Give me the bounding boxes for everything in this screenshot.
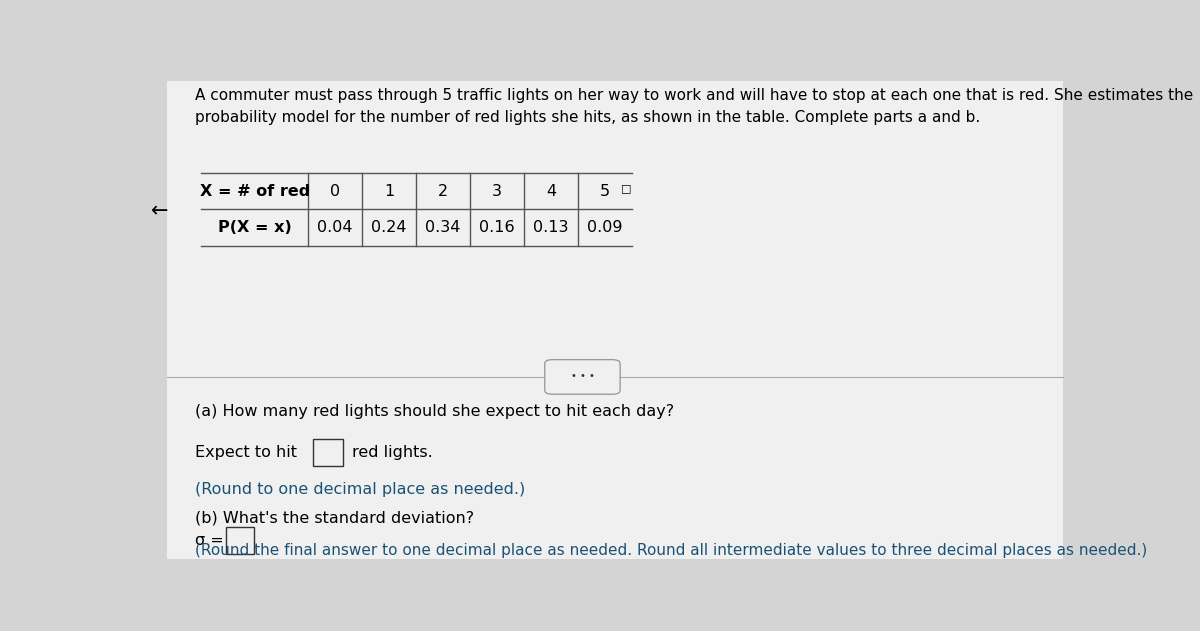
Text: 0.09: 0.09 [587,220,623,235]
Text: σ =: σ = [194,533,223,548]
Bar [313,439,342,466]
Text: 0.24: 0.24 [371,220,407,235]
Text: (b) What's the standard deviation?: (b) What's the standard deviation? [194,510,474,526]
Text: □: □ [620,183,631,193]
Text: 4: 4 [546,184,556,199]
Text: A commuter must pass through 5 traffic lights on her way to work and will have t: A commuter must pass through 5 traffic l… [194,88,1193,125]
Text: 0.34: 0.34 [425,220,461,235]
Text: (Round to one decimal place as needed.): (Round to one decimal place as needed.) [194,482,524,497]
Text: • • •: • • • [570,371,594,381]
Text: 1: 1 [384,184,394,199]
FancyBboxPatch shape [167,81,1063,559]
Text: 0.13: 0.13 [533,220,569,235]
Text: 0: 0 [330,184,340,199]
Text: (Round the final answer to one decimal place as needed. Round all intermediate v: (Round the final answer to one decimal p… [194,543,1147,558]
Text: 3: 3 [492,184,502,199]
Text: P(X = x): P(X = x) [217,220,292,235]
Text: 0.04: 0.04 [317,220,353,235]
Text: 5: 5 [600,184,610,199]
Bar [227,528,254,554]
Text: X = # of red: X = # of red [199,184,310,199]
Text: 0.16: 0.16 [479,220,515,235]
Text: Expect to hit: Expect to hit [194,445,296,460]
Text: red lights.: red lights. [352,445,432,460]
Text: 2: 2 [438,184,448,199]
Text: (a) How many red lights should she expect to hit each day?: (a) How many red lights should she expec… [194,404,673,419]
FancyBboxPatch shape [545,360,620,394]
Text: ←: ← [150,202,168,221]
